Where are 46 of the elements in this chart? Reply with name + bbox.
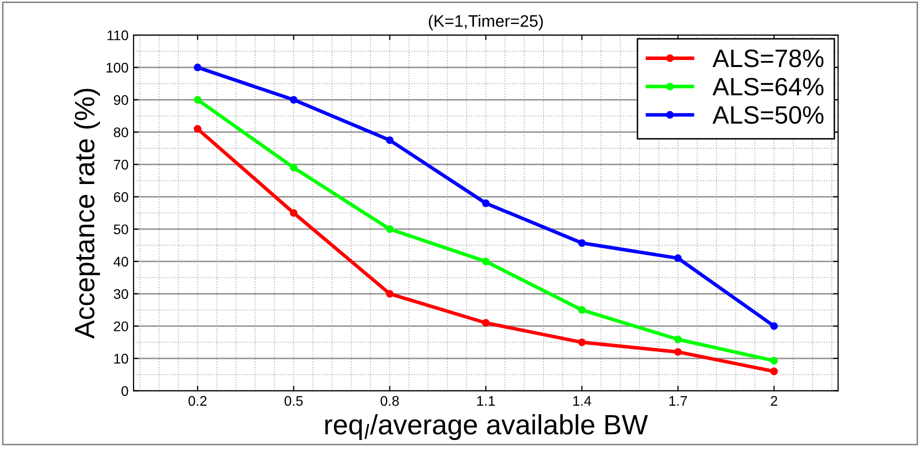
x-axis-title: req$_{l}$/average available BW xyxy=(325,414,648,440)
y-tick-label: 80 xyxy=(114,127,128,138)
point xyxy=(482,258,490,266)
x-tick-label: 1.4 xyxy=(573,396,592,406)
y-tick-label: 70 xyxy=(114,160,128,170)
point xyxy=(674,254,682,262)
chart-title: (K=1,Timer=25) xyxy=(428,14,543,30)
y-tick-label: 50 xyxy=(114,224,128,234)
point xyxy=(194,125,202,133)
point xyxy=(770,356,778,365)
y-tick-label: 60 xyxy=(114,192,128,202)
y-tick-label: 100 xyxy=(106,62,128,73)
y-tick-label: 110 xyxy=(108,30,128,40)
x-tick-label: 0.8 xyxy=(380,396,399,406)
point xyxy=(290,96,298,104)
point xyxy=(770,368,778,376)
point xyxy=(386,290,394,298)
point xyxy=(386,136,394,144)
point xyxy=(674,348,682,356)
point xyxy=(386,225,394,233)
y-tick-label: 20 xyxy=(114,321,128,332)
x-tick-label: 1.1 xyxy=(477,396,495,406)
point xyxy=(482,319,490,327)
legend-label: ALS=78% xyxy=(712,50,824,68)
x-tick-label: 1.7 xyxy=(669,396,687,406)
x-tick-label: 0.5 xyxy=(284,396,303,406)
legend-label: ALS=64% xyxy=(712,78,824,96)
y-tick-label: 90 xyxy=(114,95,128,105)
point xyxy=(194,64,202,72)
legend-label: ALS=50% xyxy=(712,106,824,124)
point xyxy=(674,336,682,344)
point xyxy=(194,96,202,104)
y-tick-label: 30 xyxy=(114,289,128,299)
point xyxy=(290,209,298,217)
point xyxy=(578,338,586,346)
point xyxy=(578,239,586,247)
y-axis-title: Acceptance rate (%) xyxy=(74,88,100,339)
y-tick-label: 40 xyxy=(114,256,128,267)
point xyxy=(482,199,490,208)
point xyxy=(290,164,298,172)
y-tick-label: 10 xyxy=(114,354,128,364)
x-tick-label: 0.2 xyxy=(188,396,207,406)
x-tick-label: 2 xyxy=(770,396,778,406)
point xyxy=(770,322,778,330)
y-tick-label: 0 xyxy=(122,386,128,396)
point xyxy=(578,306,586,314)
